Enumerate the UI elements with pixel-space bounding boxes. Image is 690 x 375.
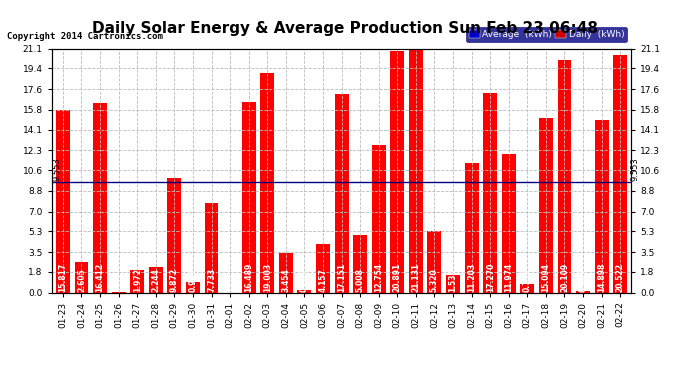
- Text: 9.553: 9.553: [52, 157, 61, 181]
- Bar: [260, 73, 274, 292]
- Bar: [428, 231, 442, 292]
- Bar: [391, 51, 404, 292]
- Text: 20.109: 20.109: [560, 262, 569, 292]
- Text: 0.127: 0.127: [578, 268, 588, 292]
- Text: 2.605: 2.605: [77, 268, 86, 292]
- Bar: [75, 262, 88, 292]
- Bar: [316, 244, 330, 292]
- Text: 21.131: 21.131: [411, 262, 420, 292]
- Legend: Average  (kWh), Daily  (kWh): Average (kWh), Daily (kWh): [466, 27, 627, 42]
- Text: 2.244: 2.244: [151, 268, 160, 292]
- Bar: [409, 48, 423, 292]
- Bar: [186, 282, 200, 292]
- Bar: [56, 110, 70, 292]
- Bar: [502, 154, 515, 292]
- Bar: [464, 163, 479, 292]
- Text: 20.522: 20.522: [615, 262, 624, 292]
- Text: 1.972: 1.972: [132, 268, 141, 292]
- Text: 11.974: 11.974: [504, 262, 513, 292]
- Text: 19.003: 19.003: [263, 262, 272, 292]
- Text: 3.454: 3.454: [282, 268, 290, 292]
- Text: 16.412: 16.412: [95, 262, 105, 292]
- Bar: [93, 103, 107, 292]
- Text: 4.157: 4.157: [319, 268, 328, 292]
- Text: 1.535: 1.535: [448, 268, 457, 292]
- Bar: [149, 267, 163, 292]
- Text: Daily Solar Energy & Average Production Sun Feb 23 06:48: Daily Solar Energy & Average Production …: [92, 21, 598, 36]
- Text: 17.270: 17.270: [486, 262, 495, 292]
- Text: 0.732: 0.732: [523, 268, 532, 292]
- Text: 12.754: 12.754: [374, 262, 383, 292]
- Bar: [520, 284, 534, 292]
- Bar: [335, 94, 348, 292]
- Text: Copyright 2014 Cartronics.com: Copyright 2014 Cartronics.com: [7, 32, 163, 41]
- Text: 11.203: 11.203: [467, 262, 476, 292]
- Bar: [130, 270, 144, 292]
- Bar: [558, 60, 571, 292]
- Text: 15.817: 15.817: [59, 262, 68, 292]
- Text: 9.872: 9.872: [170, 267, 179, 292]
- Text: 17.151: 17.151: [337, 262, 346, 292]
- Bar: [576, 291, 590, 292]
- Bar: [241, 102, 255, 292]
- Bar: [595, 120, 609, 292]
- Bar: [372, 145, 386, 292]
- Text: 0.202: 0.202: [300, 268, 309, 292]
- Text: 9.553: 9.553: [631, 157, 640, 181]
- Text: 5.320: 5.320: [430, 268, 439, 292]
- Text: 5.008: 5.008: [355, 268, 364, 292]
- Bar: [613, 56, 627, 292]
- Bar: [483, 93, 497, 292]
- Text: 7.733: 7.733: [207, 267, 216, 292]
- Bar: [297, 290, 311, 292]
- Text: 14.898: 14.898: [597, 262, 606, 292]
- Bar: [279, 253, 293, 292]
- Bar: [446, 275, 460, 292]
- Bar: [539, 118, 553, 292]
- Bar: [204, 203, 219, 292]
- Text: 20.891: 20.891: [393, 262, 402, 292]
- Bar: [353, 235, 367, 292]
- Text: 16.489: 16.489: [244, 262, 253, 292]
- Text: 0.943: 0.943: [188, 268, 197, 292]
- Bar: [168, 178, 181, 292]
- Text: 15.094: 15.094: [542, 262, 551, 292]
